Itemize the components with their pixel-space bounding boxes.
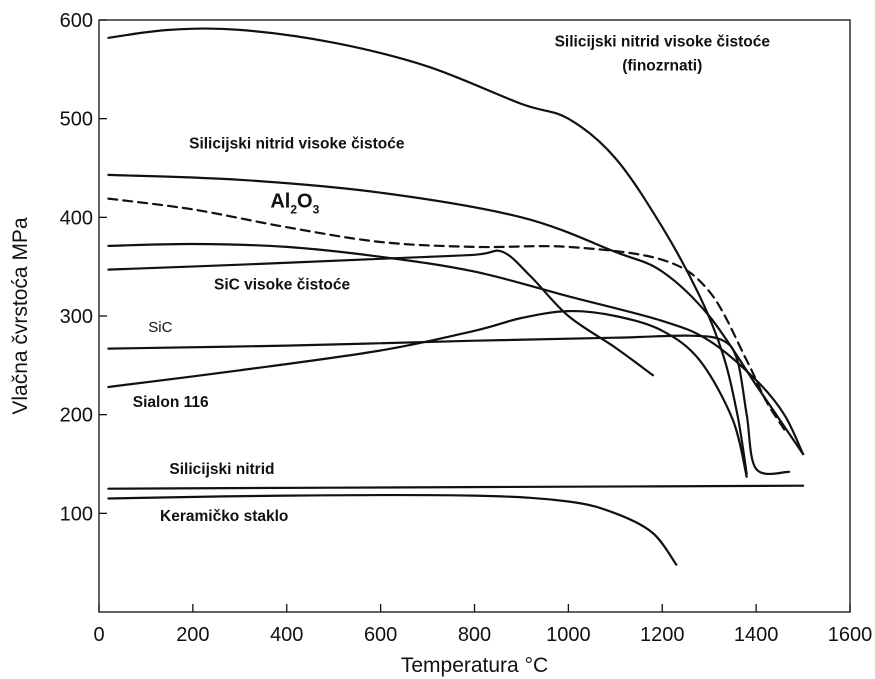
series-line-7 [107, 309, 748, 478]
series-label-3: Silicijski nitrid visoke čistoće [189, 135, 405, 152]
y-tick-label: 400 [60, 207, 93, 229]
series-label-7: Silicijski nitrid [169, 461, 274, 478]
x-tick-label: 0 [93, 624, 104, 646]
x-tick-label: 200 [176, 624, 209, 646]
series-label-8: Keramičko staklo [160, 508, 288, 525]
y-axis-title: Vlačna čvrstoća MPa [9, 217, 32, 415]
series-line-2 [107, 173, 805, 456]
y-tick-label: 100 [60, 503, 93, 525]
series-line-3 [107, 197, 786, 431]
x-tick-label: 400 [270, 624, 303, 646]
series-label-4: SiC visoke čistoće [214, 276, 351, 293]
series-label-1: Silicijski nitrid visoke čistoće [555, 34, 771, 51]
x-tick-label: 1000 [546, 624, 591, 646]
x-tick-label: 800 [458, 624, 491, 646]
y-tick-label: 200 [60, 405, 93, 427]
series-line-5 [107, 249, 654, 377]
x-tick-label: 1200 [640, 624, 685, 646]
series-line-9 [107, 493, 678, 566]
series-label-5: SiC [148, 319, 172, 336]
series-line-8 [107, 484, 805, 490]
series-line-6 [107, 334, 791, 476]
series-label-6: Sialon 116 [133, 394, 209, 411]
x-tick-label: 600 [364, 624, 397, 646]
x-tick-label: 1400 [734, 624, 779, 646]
series-label-al2o3: Al2O3 [270, 190, 319, 216]
y-tick-label: 600 [60, 10, 93, 32]
x-axis-title: Temperatura °C [401, 654, 548, 677]
series-line-4 [107, 242, 805, 456]
y-tick-label: 300 [60, 306, 93, 328]
x-tick-label: 1600 [828, 624, 873, 646]
series-label-2: (finozrnati) [622, 57, 702, 74]
y-tick-label: 500 [60, 109, 93, 131]
